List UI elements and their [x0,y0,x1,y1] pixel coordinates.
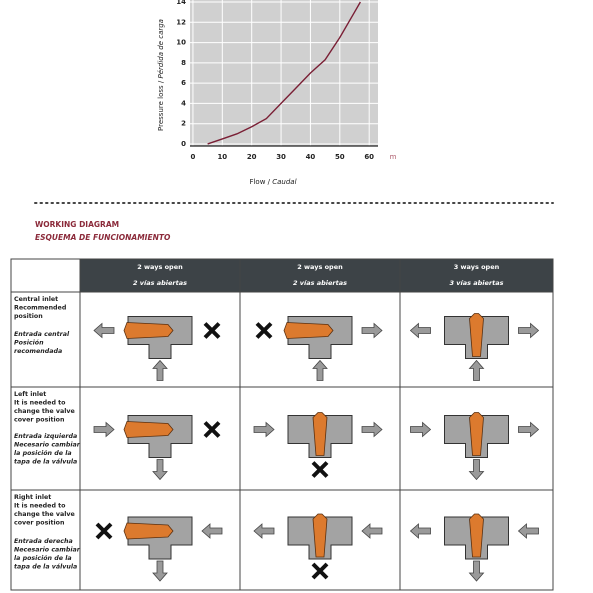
row-label-es: Entrada izquierda [14,432,77,440]
row-label: It is needed to [14,503,66,510]
flow-arrow [468,560,485,582]
row-label: It is needed to [14,400,66,407]
flow-arrow [361,322,383,339]
row-label: change the valve [14,511,75,518]
row-label-es: Posición [14,339,44,347]
closed-mark [311,461,329,478]
row-label: cover position [14,417,64,424]
flow-arrow [312,359,328,381]
closed-mark [203,421,221,438]
flow-arrow [253,523,275,539]
column-title: 2 ways open [297,263,343,271]
row-label-es: Entrada derecha [14,537,73,545]
column-title: 3 ways open [454,263,500,271]
valve-blade [123,421,174,438]
y-tick-label: 2 [181,120,186,128]
row-label-es: tapa de la válvula [14,458,77,466]
flow-arrow [152,359,168,381]
closed-mark [95,522,113,540]
flow-arrow [361,523,383,539]
y-tick-label: 6 [181,79,186,87]
table-header [80,259,553,292]
x-tick-label: 30 [276,153,286,161]
section-subtitle: ESQUEMA DE FUNCIONAMIENTO [35,233,171,242]
flow-arrow [409,322,431,339]
flow-arrow [468,459,485,481]
x-tick-label: 10 [217,153,227,161]
row-label: Left inlet [14,391,46,398]
row-label-es: Necesario cambiar [14,442,81,449]
x-tick-label: 20 [247,153,257,161]
y-tick-label: 0 [181,140,186,148]
x-label-en: Flow / [249,178,270,186]
row-label: Right inlet [14,494,51,501]
row-label-es: recomendada [14,348,62,355]
y-tick-label: 10 [176,39,186,47]
section-title: WORKING DIAGRAM [35,220,119,229]
row-label: Central inlet [14,296,58,303]
closed-mark [311,562,329,580]
y-tick-label: 12 [176,18,186,26]
column-subtitle: 3 vías abiertas [449,279,503,287]
row-label: position [14,313,43,320]
table-lines [11,259,553,590]
row-label-es: tapa de la válvula [14,563,77,571]
flow-arrow [410,421,432,438]
flow-arrow [152,560,168,582]
column-subtitle: 2 vías abiertas [293,279,347,287]
x-axis-label: Flow / Caudal [249,178,296,186]
x-label-es: Caudal [272,178,296,186]
closed-mark [255,322,273,339]
valve-blade [469,513,484,558]
row-label-es: Entrada central [14,330,70,338]
flow-arrow [517,523,539,539]
y-label-es: Pérdida de carga [157,19,165,78]
y-label-en: Pressure loss / [157,80,165,131]
valve-blade [469,412,484,456]
x-tick-label: 0 [191,153,196,161]
row-label-es: Necesario cambiar [14,547,81,554]
closed-mark [203,322,221,339]
y-tick-label: 8 [181,59,186,67]
x-tick-label: 50 [335,153,345,161]
flow-arrow [518,421,540,438]
data-line [207,1,361,145]
row-label: Recommended [14,305,66,312]
table-border [10,258,554,591]
flow-arrow [518,322,540,339]
row-label-es: la posición de la [14,554,72,562]
flow-arrow [409,523,431,539]
x-tick-label: 40 [306,153,316,161]
y-axis-label: Pressure loss / Pérdida de carga [157,19,165,131]
flow-arrow [253,421,275,438]
flow-arrow [93,421,115,438]
y-tick-label: 4 [181,99,186,107]
column-subtitle: 2 vías abiertas [133,279,187,287]
row-label: cover position [14,520,64,527]
valve-blade [123,322,174,339]
valve-blade [312,513,328,558]
flow-arrow [152,459,168,481]
x-unit: m [390,153,397,161]
y-tick-label: 14 [176,0,186,6]
valve-blade [469,313,484,357]
valve-blade [312,412,328,456]
flow-arrow [361,421,383,438]
valve-blade [283,322,334,339]
flow-arrow [93,322,115,339]
flow-arrow [201,523,223,539]
row-label-es: la posición de la [14,449,72,457]
valve-blade [123,522,174,540]
row-label: change the valve [14,408,75,415]
x-tick-label: 60 [364,153,374,161]
flow-arrow [468,359,485,381]
column-title: 2 ways open [137,263,183,271]
